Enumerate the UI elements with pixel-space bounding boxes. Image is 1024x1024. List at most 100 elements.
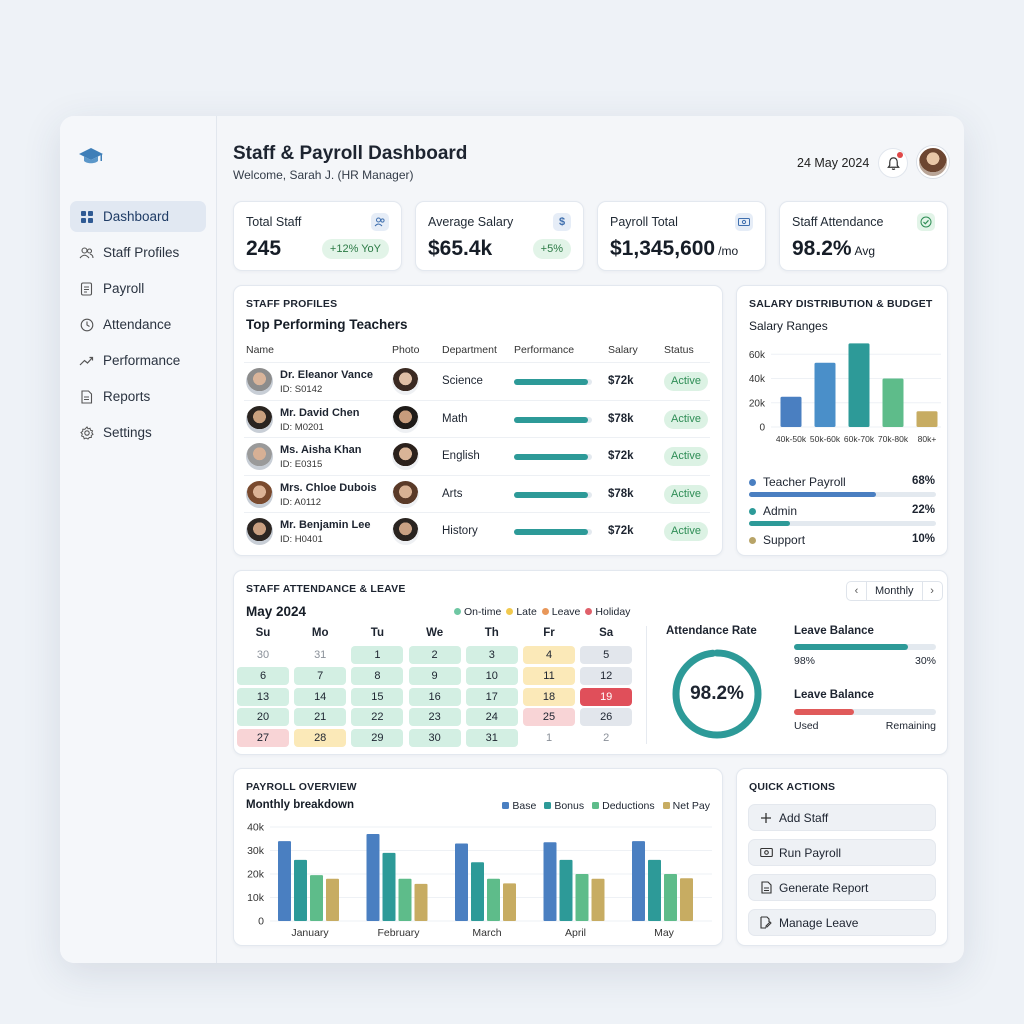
calendar-day[interactable]: 4 [523, 646, 575, 664]
calendar-day[interactable]: 12 [580, 666, 633, 685]
table-row[interactable]: Mrs. Chloe Dubois ID: A0112 Arts $78k Active [244, 474, 710, 512]
calendar-day[interactable]: 22 [351, 708, 404, 727]
calendar-day[interactable]: 14 [294, 687, 347, 706]
kpi-average-salary: Average Salary $ $65.4k +5% [415, 201, 584, 271]
calendar-day[interactable]: 11 [523, 666, 575, 685]
user-avatar[interactable] [917, 146, 949, 178]
sidebar-item-settings[interactable]: Settings [70, 417, 206, 448]
calendar-day[interactable]: 8 [351, 666, 404, 685]
run-payroll-button[interactable]: Run Payroll [748, 839, 936, 866]
calendar-day[interactable]: 6 [237, 666, 289, 685]
kpi-staff-attendance: Staff Attendance 98.2% Avg [779, 201, 948, 271]
calendar-day[interactable]: 1 [545, 732, 553, 745]
legend-item: On-time [454, 606, 501, 618]
calendar-day[interactable]: 1 [351, 646, 404, 664]
legend-label: Base [512, 800, 537, 812]
calendar-day[interactable]: 28 [294, 729, 347, 748]
calendar-day[interactable]: 19 [580, 687, 633, 706]
calendar-day[interactable]: 5 [580, 646, 633, 664]
sidebar-item-reports[interactable]: Reports [70, 381, 206, 412]
calendar-day[interactable]: 17 [465, 687, 518, 706]
payroll-bar-bonus [648, 859, 661, 921]
calendar-day[interactable]: 31 [465, 729, 518, 748]
kpi-payroll-total: Payroll Total $1,345,600/mo [597, 201, 766, 271]
manage-leave-button[interactable]: Manage Leave [748, 909, 936, 936]
legend-dot [749, 537, 756, 544]
calendar-day[interactable]: 2 [408, 646, 461, 664]
status-badge: Active [664, 409, 708, 429]
calendar-day[interactable]: 13 [237, 687, 289, 706]
column-header-salary: Salary [608, 344, 638, 356]
table-row[interactable]: Mr. David Chen ID: M0201 Math $78k Active [244, 399, 710, 437]
calendar-day[interactable]: 24 [465, 708, 518, 727]
chevron-left-icon[interactable]: ‹ [847, 582, 867, 600]
calendar-day[interactable]: 18 [523, 687, 575, 706]
avatar [246, 368, 273, 395]
weekday-label: Tu [370, 627, 384, 639]
x-tick-label: January [291, 927, 329, 939]
payroll-bar-deductions [398, 878, 412, 921]
add-staff-button[interactable]: Add Staff [748, 804, 936, 831]
kpi-unit: Avg [854, 244, 876, 258]
calendar-day[interactable]: 30 [256, 649, 270, 661]
legend-label: On-time [464, 606, 502, 618]
kpi-value: 98.2% Avg [792, 237, 875, 261]
legend-item: Base [502, 800, 536, 812]
calendar-day[interactable]: 9 [408, 666, 461, 685]
budget-label: Teacher Payroll [763, 475, 846, 489]
sidebar-item-attendance[interactable]: Attendance [70, 309, 206, 340]
payroll-bar-base [455, 843, 468, 921]
sidebar-item-dashboard[interactable]: Dashboard [70, 201, 206, 232]
calendar-day[interactable]: 26 [580, 708, 633, 727]
sidebar-item-label: Staff Profiles [103, 245, 180, 260]
table-row[interactable]: Mr. Benjamin Lee ID: H0401 History $72k Acti… [244, 512, 710, 549]
payroll-bar-base [543, 842, 557, 921]
generate-report-button[interactable]: Generate Report [748, 874, 936, 901]
legend-dot [585, 608, 593, 615]
view-select[interactable]: Monthly [875, 585, 914, 597]
calendar-day[interactable]: 15 [351, 687, 404, 706]
chart-subtitle: Monthly breakdown [246, 799, 354, 811]
payroll-bar-net-pay [591, 878, 605, 921]
chevron-right-icon[interactable]: › [921, 582, 942, 600]
users-icon [371, 213, 389, 231]
sidebar-item-label: Performance [103, 353, 181, 368]
budget-bar [749, 492, 936, 497]
calendar-day[interactable]: 21 [294, 708, 347, 727]
sidebar-item-performance[interactable]: Performance [70, 345, 206, 376]
attendance-card: STAFF ATTENDANCE & LEAVE May 2024 On-tim… [233, 570, 948, 755]
calendar-day[interactable]: 29 [351, 729, 404, 748]
legend-label: Late [516, 606, 537, 618]
avatar [246, 518, 273, 545]
sidebar-item-payroll[interactable]: Payroll [70, 273, 206, 304]
budget-bar-fill [749, 492, 877, 497]
calendar-day[interactable]: 3 [465, 646, 518, 664]
calendar-day[interactable]: 2 [603, 732, 610, 745]
calendar-day[interactable]: 30 [408, 729, 461, 748]
salary-distribution-card: SALARY DISTRIBUTION & BUDGET Salary Rang… [736, 285, 948, 556]
sidebar-nav: Dashboard Staff Profiles Payroll Attendance… [70, 201, 206, 453]
calendar-day[interactable]: 25 [523, 708, 575, 727]
staff-photo [392, 480, 419, 508]
performance-fill [514, 379, 589, 385]
staff-name: Dr. Eleanor Vance [280, 369, 373, 381]
table-row[interactable]: Dr. Eleanor Vance ID: S0142 Science $72k Act… [244, 362, 710, 399]
legend-item: Holiday [585, 606, 630, 618]
calendar-day[interactable]: 10 [465, 666, 518, 685]
calendar-day[interactable]: 31 [314, 649, 327, 661]
staff-department: Math [442, 412, 468, 425]
notifications-button[interactable] [878, 148, 908, 178]
calendar-day[interactable]: 23 [408, 708, 461, 727]
calendar-day[interactable]: 16 [408, 687, 461, 706]
leave-remaining-label: Remaining [885, 720, 936, 732]
y-tick-label: 30k [247, 845, 265, 857]
payroll-bar-deductions [575, 874, 589, 921]
month-nav: ‹ Monthly › [846, 581, 943, 601]
calendar-day[interactable]: 7 [294, 666, 347, 685]
table-row[interactable]: Ms. Aisha Khan ID: E0315 English $72k Active [244, 437, 710, 474]
sidebar-item-staff-profiles[interactable]: Staff Profiles [70, 237, 206, 268]
calendar-day[interactable]: 20 [237, 708, 289, 727]
legend-swatch [662, 802, 670, 809]
legend-label: Deductions [602, 800, 655, 812]
calendar-day[interactable]: 27 [237, 729, 289, 748]
